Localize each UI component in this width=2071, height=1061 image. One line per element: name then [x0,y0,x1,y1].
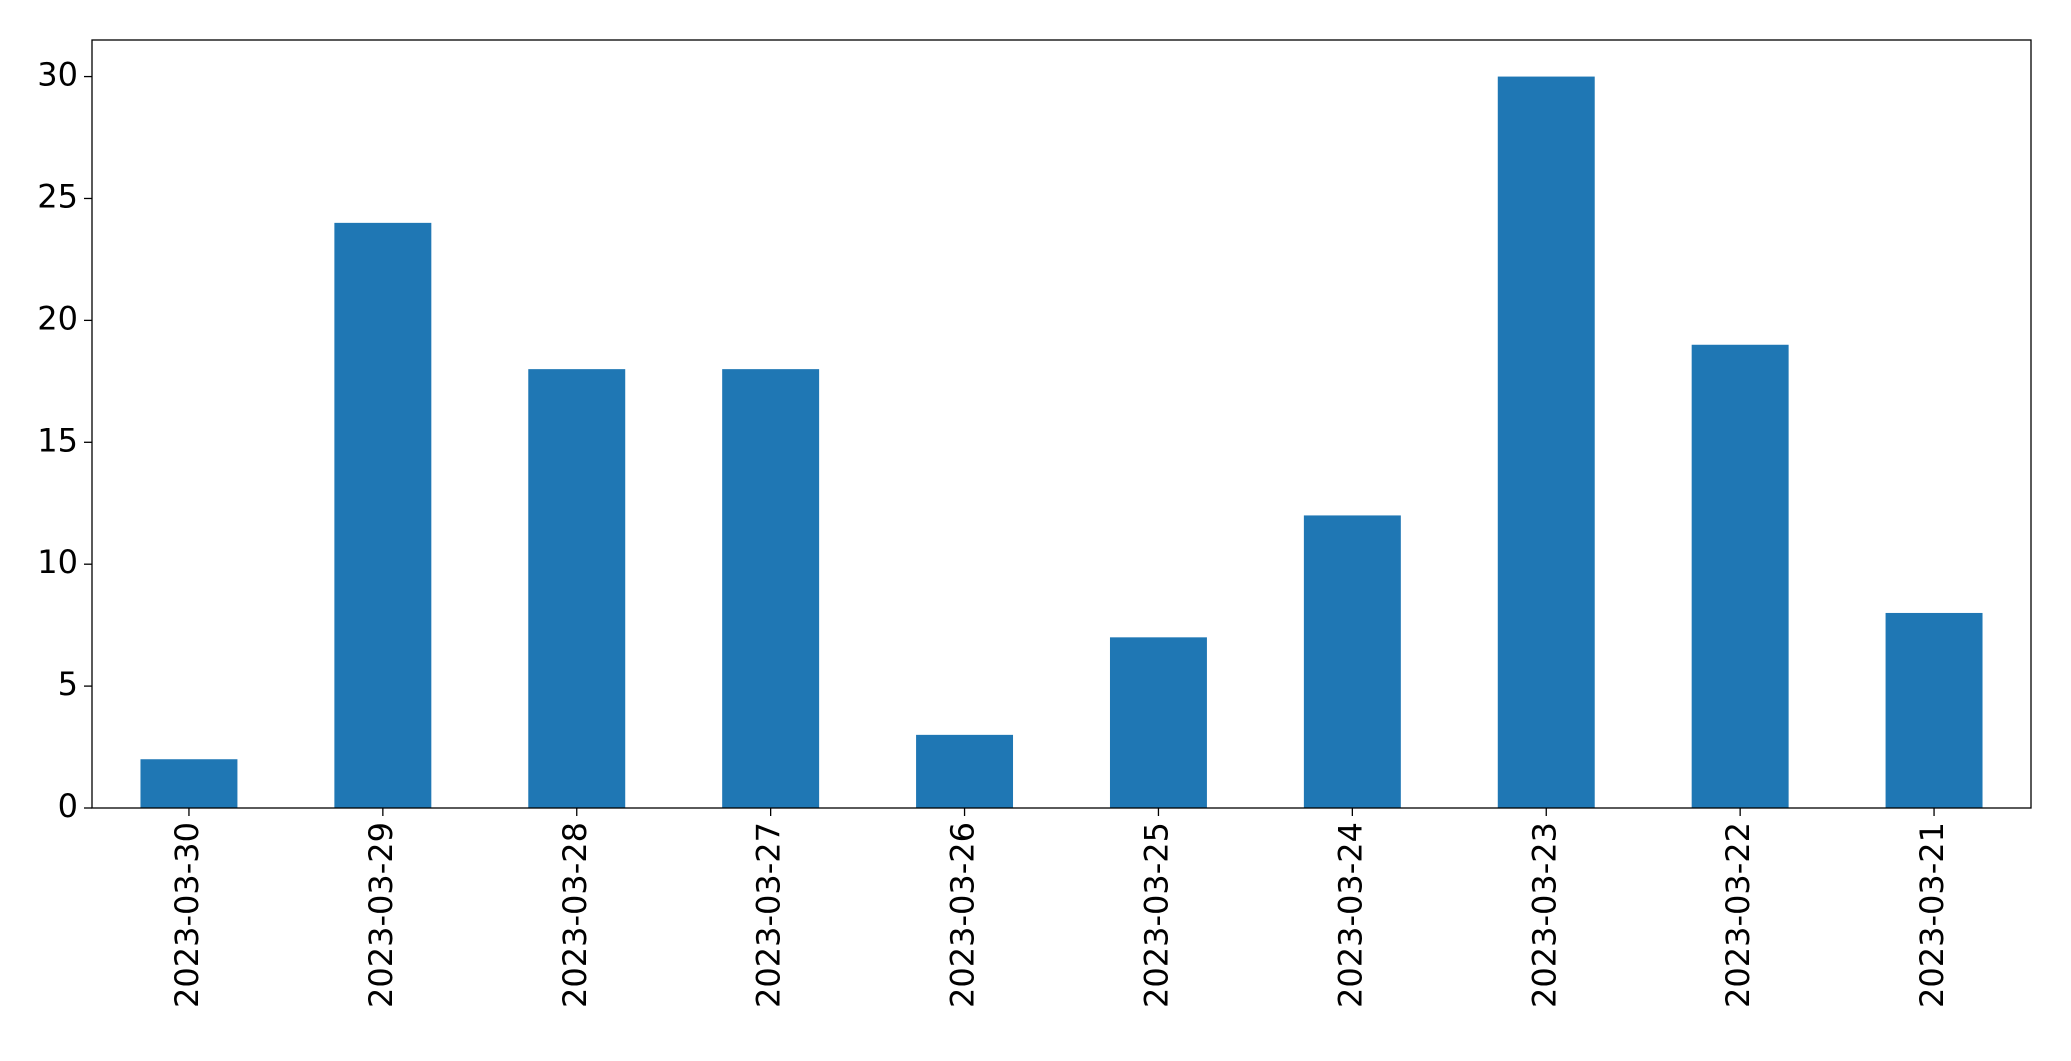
y-tick-label: 15 [37,421,78,459]
x-tick-label: 2023-03-28 [556,822,594,1008]
y-tick-label: 10 [37,543,78,581]
x-tick-label: 2023-03-29 [362,822,400,1008]
y-tick-label: 0 [58,787,78,825]
y-tick-label: 20 [37,299,78,337]
x-tick-label: 2023-03-26 [944,822,982,1008]
y-tick-label: 30 [37,56,78,94]
bar [722,369,820,808]
bar [528,369,626,808]
y-tick-label: 5 [58,665,78,703]
bar [334,222,432,808]
plot-frame [91,39,2032,809]
bar [1885,612,1983,808]
x-tick-label: 2023-03-21 [1913,822,1951,1008]
bar [1691,344,1789,808]
x-tick-label: 2023-03-23 [1525,822,1563,1008]
x-tick-label: 2023-03-25 [1137,822,1175,1008]
y-tick-label: 25 [37,177,78,215]
bar [916,734,1014,808]
x-tick-label: 2023-03-30 [168,822,206,1008]
bar [140,759,238,808]
x-tick-label: 2023-03-27 [750,822,788,1008]
x-tick-label: 2023-03-22 [1719,822,1757,1008]
bar [1303,515,1401,808]
x-tick-label: 2023-03-24 [1331,822,1369,1008]
bar [1497,76,1595,809]
bar [1109,637,1207,808]
